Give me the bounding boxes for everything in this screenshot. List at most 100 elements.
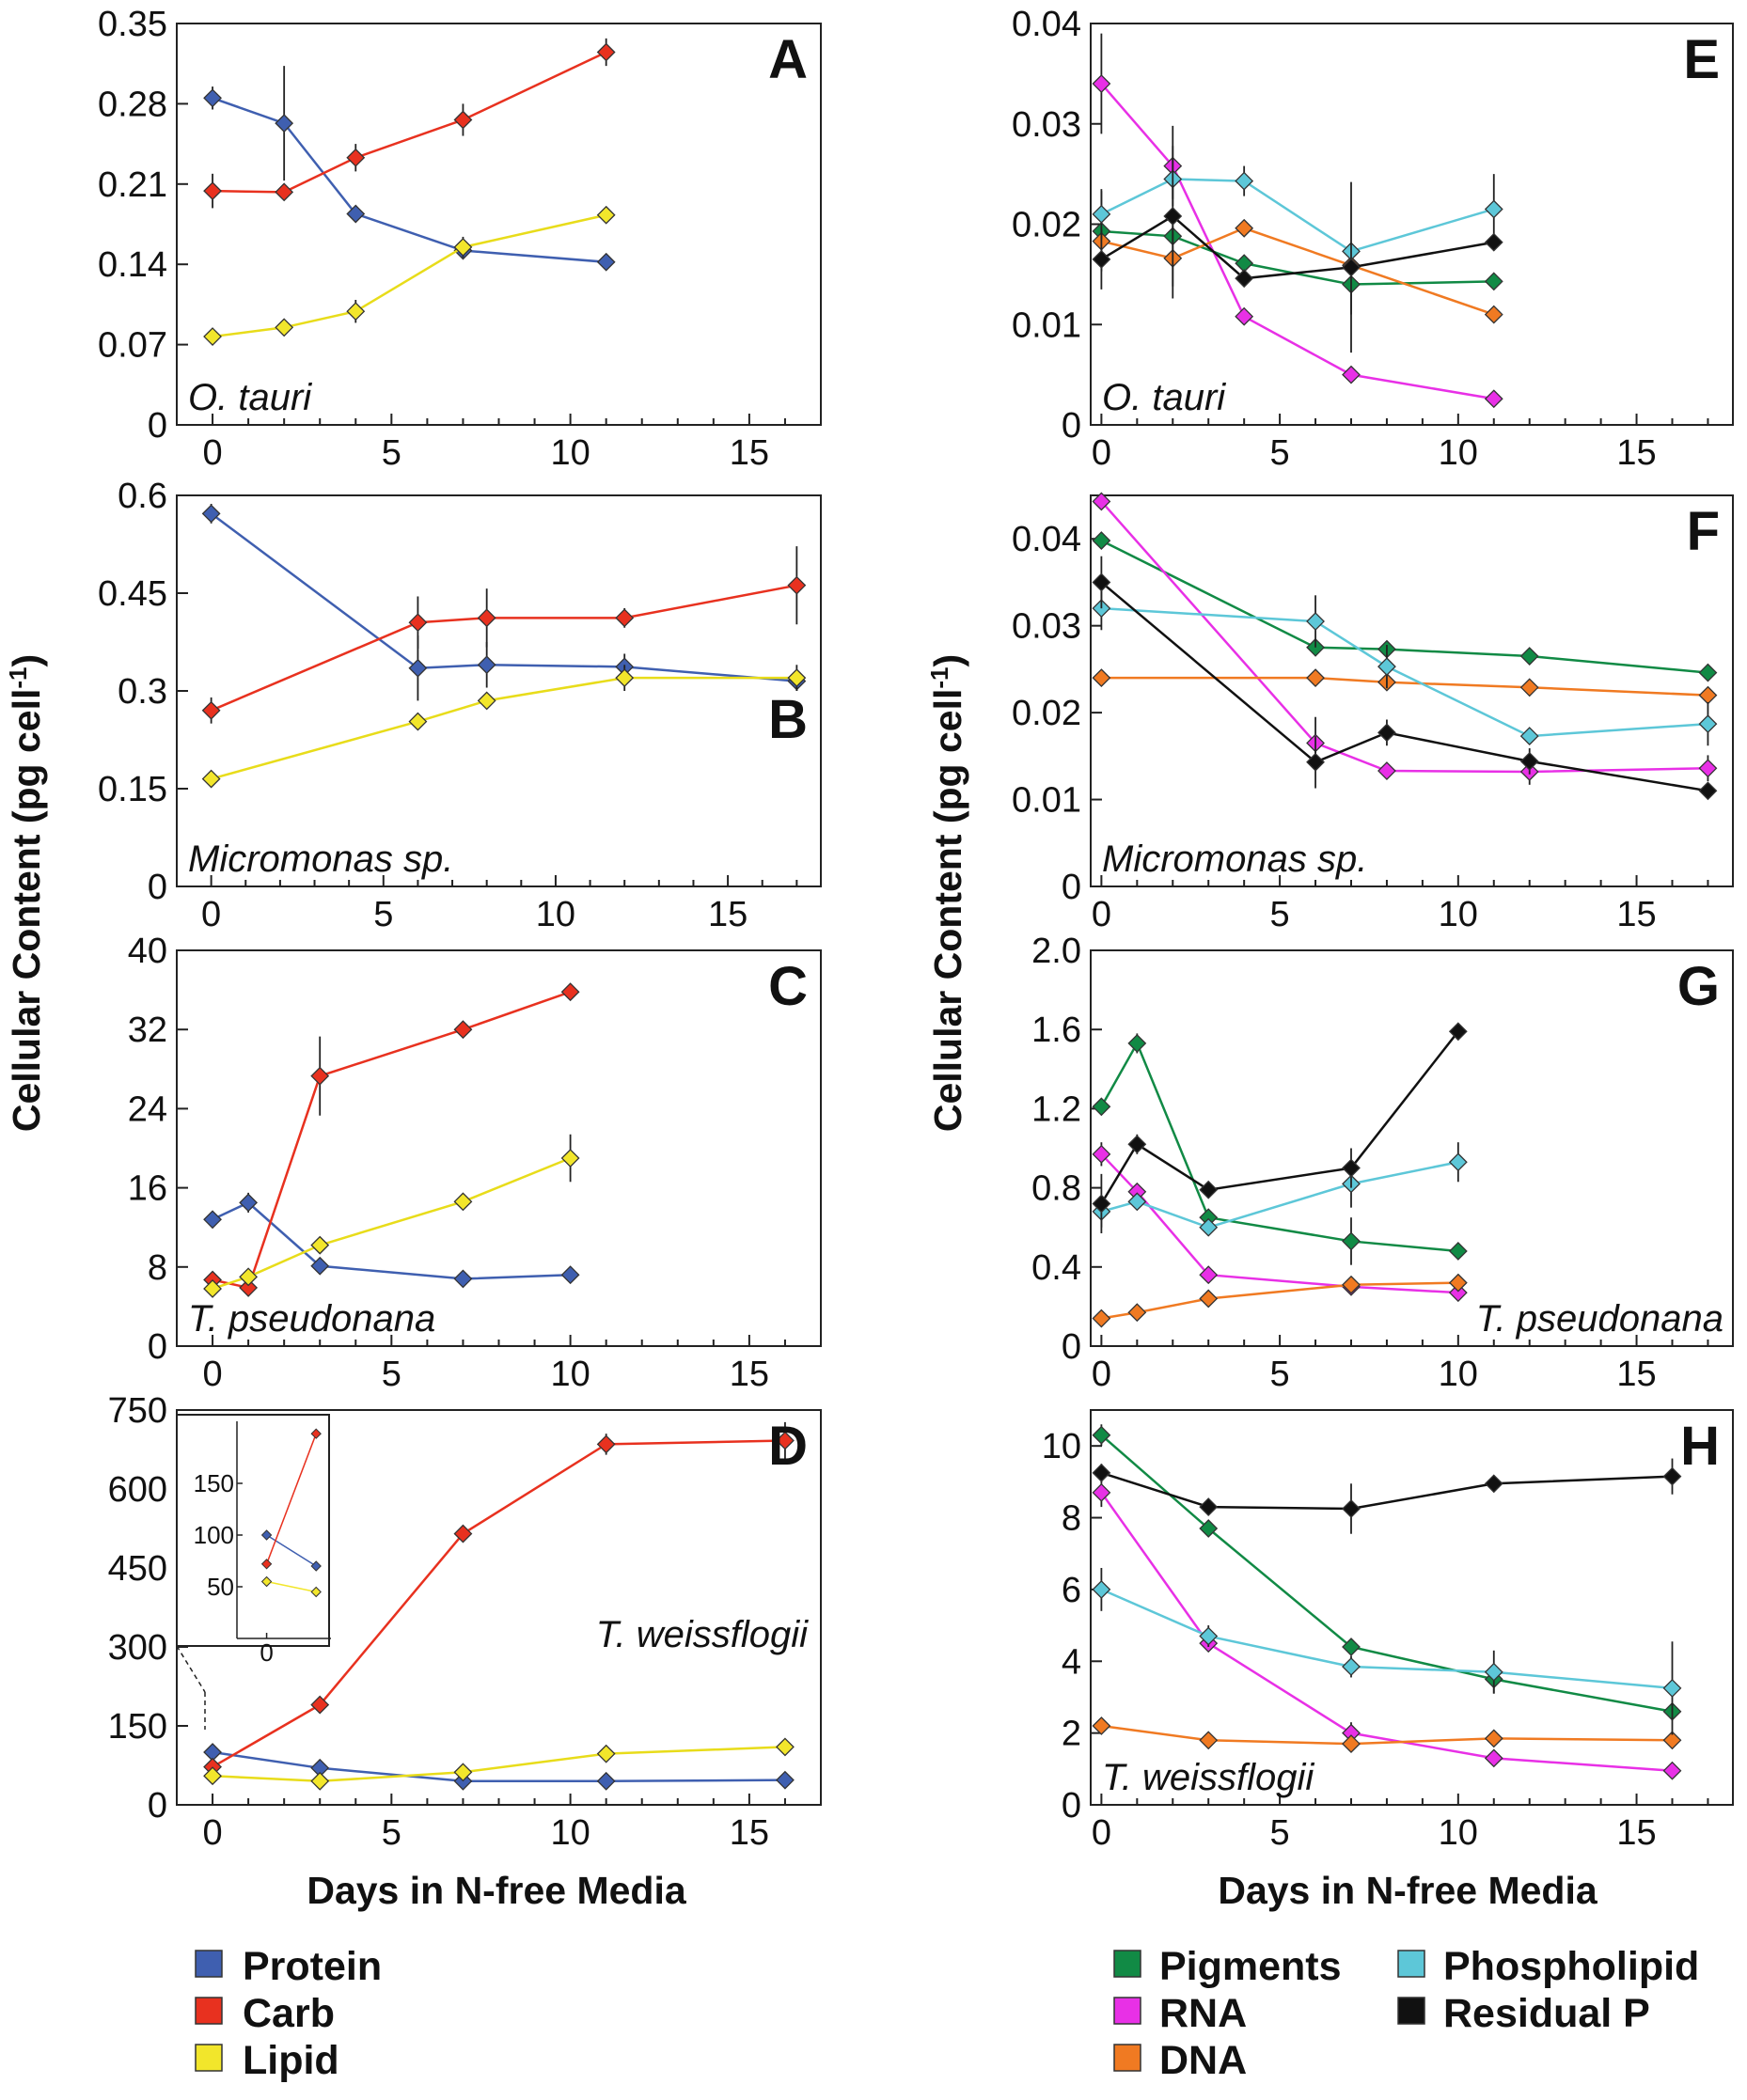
svg-text:Cellular Content (pg cell-1): Cellular Content (pg cell-1) bbox=[4, 654, 48, 1132]
data-point bbox=[477, 608, 496, 628]
data-point bbox=[1662, 1678, 1682, 1698]
x-tick-label: 10 bbox=[1439, 895, 1478, 934]
data-point bbox=[776, 1737, 795, 1757]
data-point bbox=[1163, 207, 1183, 226]
data-point bbox=[1092, 531, 1111, 550]
y-axis-title-close: ) bbox=[926, 654, 969, 667]
y-tick-label: 32 bbox=[128, 1011, 167, 1050]
data-point bbox=[1342, 1734, 1361, 1754]
x-tick-label: 0 bbox=[1092, 895, 1111, 934]
data-point bbox=[560, 982, 580, 1002]
y-axis-title-sup: -1 bbox=[925, 666, 953, 688]
data-point bbox=[453, 1269, 473, 1289]
x-tick-label: 15 bbox=[1616, 895, 1656, 934]
series-line bbox=[212, 991, 572, 1290]
series-line bbox=[1100, 83, 1494, 400]
series-line bbox=[210, 512, 797, 682]
data-point bbox=[1448, 1283, 1468, 1303]
data-point bbox=[1342, 1231, 1361, 1251]
data-point bbox=[346, 302, 366, 321]
data-point bbox=[1092, 1463, 1111, 1482]
x-tick-label: 5 bbox=[382, 1813, 401, 1853]
y-tick-label: 10 bbox=[1042, 1427, 1081, 1466]
species-label: Micromonas sp. bbox=[1102, 838, 1367, 880]
data-point bbox=[1092, 1309, 1111, 1328]
data-point bbox=[453, 1524, 473, 1544]
species-label: O. tauri bbox=[1102, 377, 1226, 418]
inset-data-point bbox=[260, 1575, 273, 1588]
legend-right: Pigments RNA DNA Phospholipid Residual P bbox=[1113, 1944, 1699, 2083]
series-line bbox=[1100, 1152, 1458, 1294]
species-label: T. pseudonana bbox=[188, 1298, 435, 1340]
series-dna bbox=[1092, 1273, 1468, 1328]
data-point bbox=[1199, 1497, 1219, 1517]
data-point bbox=[1448, 1242, 1468, 1261]
series-carb bbox=[203, 38, 616, 209]
y-axis-title-right: Cellular Content (pg cell-1) bbox=[925, 654, 969, 1132]
y-axis-title-main: Cellular Content (pg cell bbox=[5, 689, 48, 1133]
data-point bbox=[596, 1434, 616, 1454]
series-line bbox=[1101, 606, 1708, 738]
inset-frame bbox=[176, 1414, 330, 1647]
legend-label-protein: Protein bbox=[243, 1944, 382, 1989]
series-pigments bbox=[1092, 1424, 1682, 1721]
data-point bbox=[1127, 1034, 1147, 1053]
series-line bbox=[1100, 178, 1495, 253]
data-point bbox=[1127, 1192, 1147, 1212]
legend-label-rna: RNA bbox=[1159, 1991, 1247, 2036]
data-point bbox=[1342, 1499, 1361, 1518]
x-tick-label: 10 bbox=[1439, 1355, 1478, 1394]
data-point bbox=[1662, 1761, 1682, 1780]
data-point bbox=[1092, 1144, 1111, 1164]
data-point bbox=[596, 42, 616, 62]
data-point bbox=[201, 504, 221, 524]
legend-swatch-protein bbox=[195, 1950, 223, 1978]
series-line bbox=[1100, 539, 1708, 674]
y-tick-label: 0.28 bbox=[98, 85, 167, 124]
chart-panel-b: 0 0.15 0.3 0.45 0.6 0 5 10 15 B Micromonas sp. bbox=[98, 477, 822, 934]
series-lipid bbox=[203, 1134, 580, 1298]
inset-chart: 50 100 150 0 bbox=[176, 1414, 331, 1730]
data-point bbox=[310, 1771, 330, 1791]
y-tick-label: 0.21 bbox=[98, 165, 167, 205]
y-tick-label: 0 bbox=[148, 868, 167, 907]
legend-label-pigments: Pigments bbox=[1159, 1944, 1342, 1989]
series-residual-p bbox=[1092, 556, 1718, 801]
data-point bbox=[275, 182, 294, 202]
legend-label-lipid: Lipid bbox=[243, 2038, 339, 2083]
data-point bbox=[1342, 1158, 1361, 1178]
y-tick-label: 2.0 bbox=[1031, 932, 1081, 971]
x-tick-label: 15 bbox=[1616, 1813, 1656, 1853]
data-point bbox=[1199, 1289, 1219, 1309]
data-point bbox=[615, 668, 635, 688]
series-line bbox=[1101, 1471, 1673, 1511]
series-phospholipid bbox=[1092, 1568, 1682, 1735]
chart-panel-g: 0 0.4 0.8 1.2 1.6 2.0 0 5 10 15 G T. pseudonana bbox=[1031, 932, 1734, 1394]
species-label: Micromonas sp. bbox=[188, 838, 453, 880]
inset-y-tick-label: 150 bbox=[194, 1469, 234, 1497]
y-tick-label: 0 bbox=[148, 406, 167, 446]
series-line bbox=[212, 1156, 572, 1291]
y-tick-label: 0.03 bbox=[1012, 105, 1081, 145]
x-tick-label: 5 bbox=[382, 1355, 401, 1394]
x-tick-label: 10 bbox=[1439, 1813, 1478, 1853]
series-residual-p bbox=[1092, 1022, 1468, 1234]
data-point bbox=[239, 1267, 259, 1287]
species-label: T. weissflogii bbox=[1102, 1757, 1314, 1798]
panel-letter: B bbox=[768, 689, 808, 750]
x-tick-label: 15 bbox=[1616, 1355, 1656, 1394]
series-lipid bbox=[201, 665, 807, 789]
x-tick-label: 15 bbox=[730, 1813, 769, 1853]
series-rna bbox=[1092, 33, 1503, 409]
y-tick-label: 750 bbox=[108, 1391, 167, 1431]
x-tick-label: 0 bbox=[1092, 433, 1111, 473]
panel-letter: F bbox=[1687, 501, 1720, 562]
data-point bbox=[1092, 599, 1111, 619]
data-point bbox=[1092, 1097, 1111, 1117]
data-point bbox=[1662, 1731, 1682, 1750]
series-pigments bbox=[1092, 531, 1718, 682]
inset-data-point bbox=[310, 1586, 322, 1598]
data-point bbox=[408, 712, 428, 731]
data-point bbox=[1662, 1466, 1682, 1486]
x-tick-label: 0 bbox=[202, 1355, 222, 1394]
